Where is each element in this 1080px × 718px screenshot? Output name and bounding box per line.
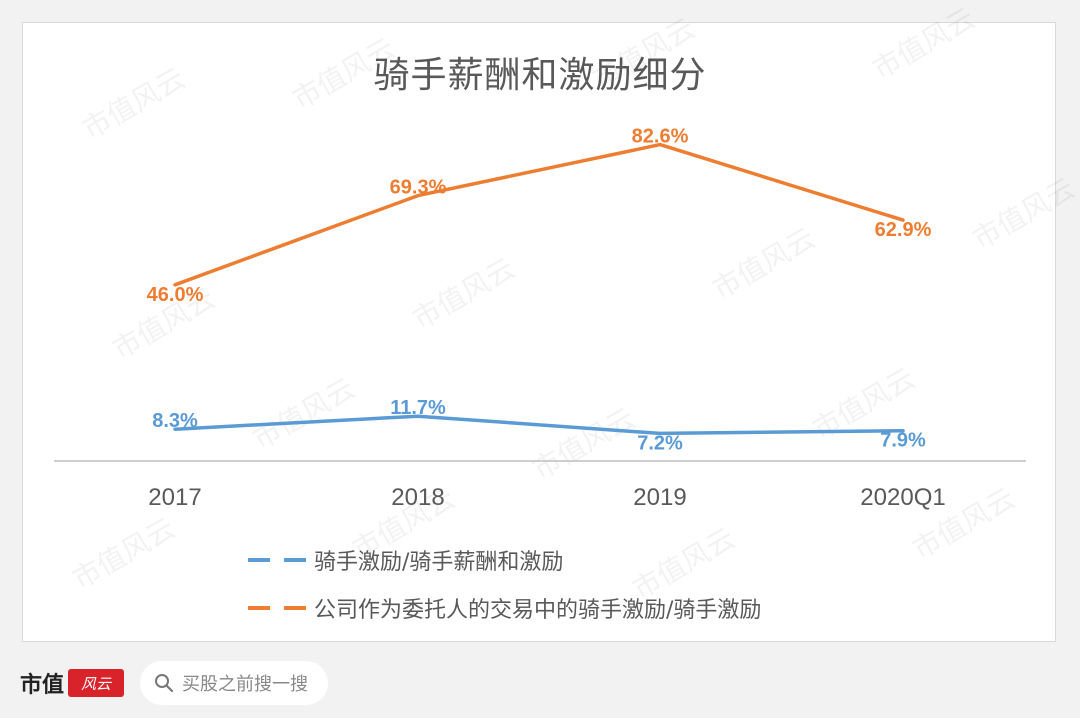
footer-bar: 市值 风云 买股之前搜一搜 <box>20 660 329 706</box>
watermark-text: 市值风云 <box>287 31 401 116</box>
x-tick-label: 2020Q1 <box>860 484 945 511</box>
legend-swatch-orange-dash <box>248 606 306 610</box>
chart-title: 骑手薪酬和激励细分 <box>373 55 707 96</box>
watermark-text: 市值风云 <box>247 371 361 456</box>
legend-label: 骑手激励/骑手薪酬和激励 <box>314 550 564 575</box>
legend-swatch-blue-dash <box>248 558 306 562</box>
data-label: 7.2% <box>637 432 683 454</box>
x-tick-label: 2017 <box>148 484 201 511</box>
search-icon <box>155 674 174 693</box>
chart-frame <box>22 22 1056 642</box>
x-tick-label: 2018 <box>391 484 444 511</box>
watermark-text: 市值风云 <box>77 61 191 146</box>
legend-label: 公司作为委托人的交易中的骑手激励/骑手激励 <box>314 598 762 623</box>
watermark-text: 市值风云 <box>527 401 641 486</box>
data-label: 7.9% <box>880 430 926 452</box>
search-box[interactable]: 买股之前搜一搜 <box>140 661 329 705</box>
brand-mark: 风云 <box>68 669 125 697</box>
data-label: 69.3% <box>390 177 447 199</box>
watermark-text: 市值风云 <box>67 511 181 596</box>
data-label: 62.9% <box>875 219 932 241</box>
legend-item-rider-incentive-share: 骑手激励/骑手薪酬和激励 <box>248 536 761 584</box>
watermark-text: 市值风云 <box>867 1 981 86</box>
data-label: 11.7% <box>390 397 446 419</box>
brand-name: 市值 <box>20 672 65 698</box>
legend: 骑手激励/骑手薪酬和激励 公司作为委托人的交易中的骑手激励/骑手激励 <box>248 536 761 632</box>
brand-logo[interactable]: 市值 风云 <box>20 667 125 699</box>
data-label: 8.3% <box>152 410 198 432</box>
watermark-text: 市值风云 <box>967 171 1080 256</box>
watermark-text: 市值风云 <box>707 221 821 306</box>
series-line-1 <box>173 414 905 436</box>
x-tick-label: 2019 <box>633 484 686 511</box>
watermark-text: 市值风云 <box>587 11 701 96</box>
watermark-text: 市值风云 <box>407 251 521 336</box>
data-label: 82.6% <box>632 126 689 148</box>
series-line-2 <box>173 142 905 287</box>
data-label: 46.0% <box>147 284 204 306</box>
search-placeholder: 买股之前搜一搜 <box>182 674 309 695</box>
legend-item-principal-incentive-share: 公司作为委托人的交易中的骑手激励/骑手激励 <box>248 584 761 632</box>
